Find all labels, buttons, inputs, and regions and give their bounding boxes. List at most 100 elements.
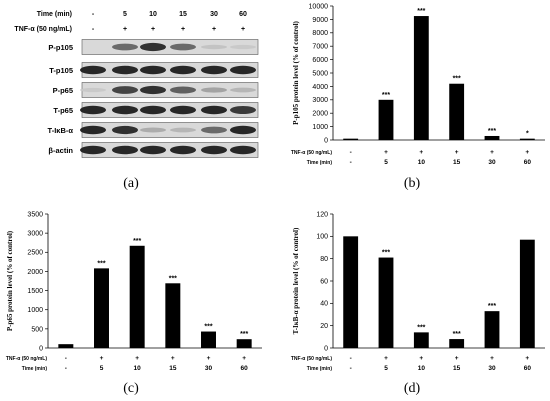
significance-marker: *** [488,128,496,135]
bar [165,283,181,348]
y-tick-label: 5000 [312,70,328,77]
time-value: 30 [205,365,213,372]
tnf-value: + [419,355,423,362]
y-tick-label: 1000 [27,307,43,314]
y-tick-label: 20 [320,323,328,330]
western-blot-panel: Time (min) TNF-α (50 ng/mL) - - 5 +10 +15 +30 +6… [14,11,259,191]
blot-band [140,105,166,115]
y-tick-label: 0 [324,137,328,144]
blot-band [140,42,166,52]
tnf-header: TNF-α (50 ng/mL) [14,26,72,33]
y-tick-label: 2000 [27,269,43,276]
blot-band [170,105,196,115]
bar [94,268,109,348]
time-lane-label: 5 [123,11,127,18]
y-tick-label: 120 [316,211,328,218]
time-value: 10 [418,159,426,166]
blot-band [230,87,256,93]
significance-marker: *** [97,260,105,267]
blot-band [80,125,106,135]
bar [201,331,216,348]
bar [378,99,394,140]
blot-band [112,65,138,75]
blot-band [80,105,106,115]
time-lane-label: 10 [149,11,157,18]
y-tick-label: 60 [320,278,328,285]
bar [484,135,500,140]
time-header: Time (min) [37,11,72,18]
blot-row-label: P-p65 [53,86,73,95]
blot-band [140,127,166,133]
time-row-label: Time (min) [307,160,333,166]
y-tick-label: 0 [324,345,328,352]
tnf-row-label: TNF-α (50 ng/mL) [6,356,47,362]
time-value: 30 [488,159,496,166]
time-value: 5 [384,365,388,372]
tnf-value: + [419,149,423,156]
blot-band [112,125,138,135]
tnf-row-label: TNF-α (50 ng/mL) [291,356,332,362]
blot-row-label: T-IκB-α [48,126,74,135]
y-tick-label: 2500 [27,250,43,257]
blot-band [170,145,196,155]
time-lane-label: 15 [179,11,187,18]
bar [378,257,394,348]
panel-label-a: (a) [123,176,139,191]
y-axis-title: P-p65 protein level (% of control) [6,230,14,331]
y-tick-label: 100 [316,234,328,241]
tnf-value: + [525,149,529,156]
blot-band [230,65,256,75]
tnf-value: + [455,149,459,156]
bar [519,239,535,348]
blot-row-label: T-p105 [49,66,73,75]
significance-marker: *** [382,92,390,99]
blot-band [112,145,138,155]
tnf-value: + [171,355,175,362]
blot-row-label: P-p105 [48,43,73,52]
time-row-label: Time (min) [307,366,333,372]
tnf-lane-label: + [241,26,245,33]
chart-p-p105: P-p105 protein level (% of control) 0 1000… [291,3,545,191]
time-lane-label: 30 [210,11,218,18]
blot-row-label: T-p65 [53,106,73,115]
significance-marker: *** [169,275,177,282]
tnf-value: + [525,355,529,362]
blot-band [201,65,227,75]
blot-band [112,105,138,115]
blot-band [230,125,256,135]
blot-band [201,87,227,93]
significance-marker: *** [382,250,390,257]
y-tick-label: 1000 [312,124,328,131]
y-tick-label: 500 [31,326,43,333]
tnf-value: + [384,149,388,156]
chart-t-ikb-alpha: T-IκB-α protein level (% of control) 0 20 4… [291,211,545,396]
tnf-lane-label: + [123,26,127,33]
y-tick-label: 9000 [312,17,328,24]
y-tick-label: 3500 [27,211,43,218]
tnf-value: + [455,355,459,362]
blot-band [170,86,196,94]
significance-marker: *** [417,324,425,331]
y-tick-label: 4000 [312,84,328,91]
blot-band [201,44,227,50]
panel-label: (d) [404,381,421,396]
bar [449,83,465,140]
y-axis-title: T-IκB-α protein level (% of control) [292,227,300,334]
blot-band [201,105,227,115]
time-value: 60 [241,365,249,372]
tnf-value: + [490,355,494,362]
time-value: 10 [134,365,142,372]
time-lane-label: 60 [239,11,247,18]
time-value: 5 [100,365,104,372]
y-axis-title: P-p105 protein level (% of control) [292,20,300,124]
blot-band [170,127,196,133]
time-value: 15 [169,365,177,372]
tnf-lane-label: - [92,26,95,33]
time-row-label: Time (min) [22,366,48,372]
tnf-lane-label: + [181,26,185,33]
panel-label: (b) [404,176,421,191]
bar [236,339,252,348]
y-tick-label: 80 [320,256,328,263]
bar [449,339,465,348]
